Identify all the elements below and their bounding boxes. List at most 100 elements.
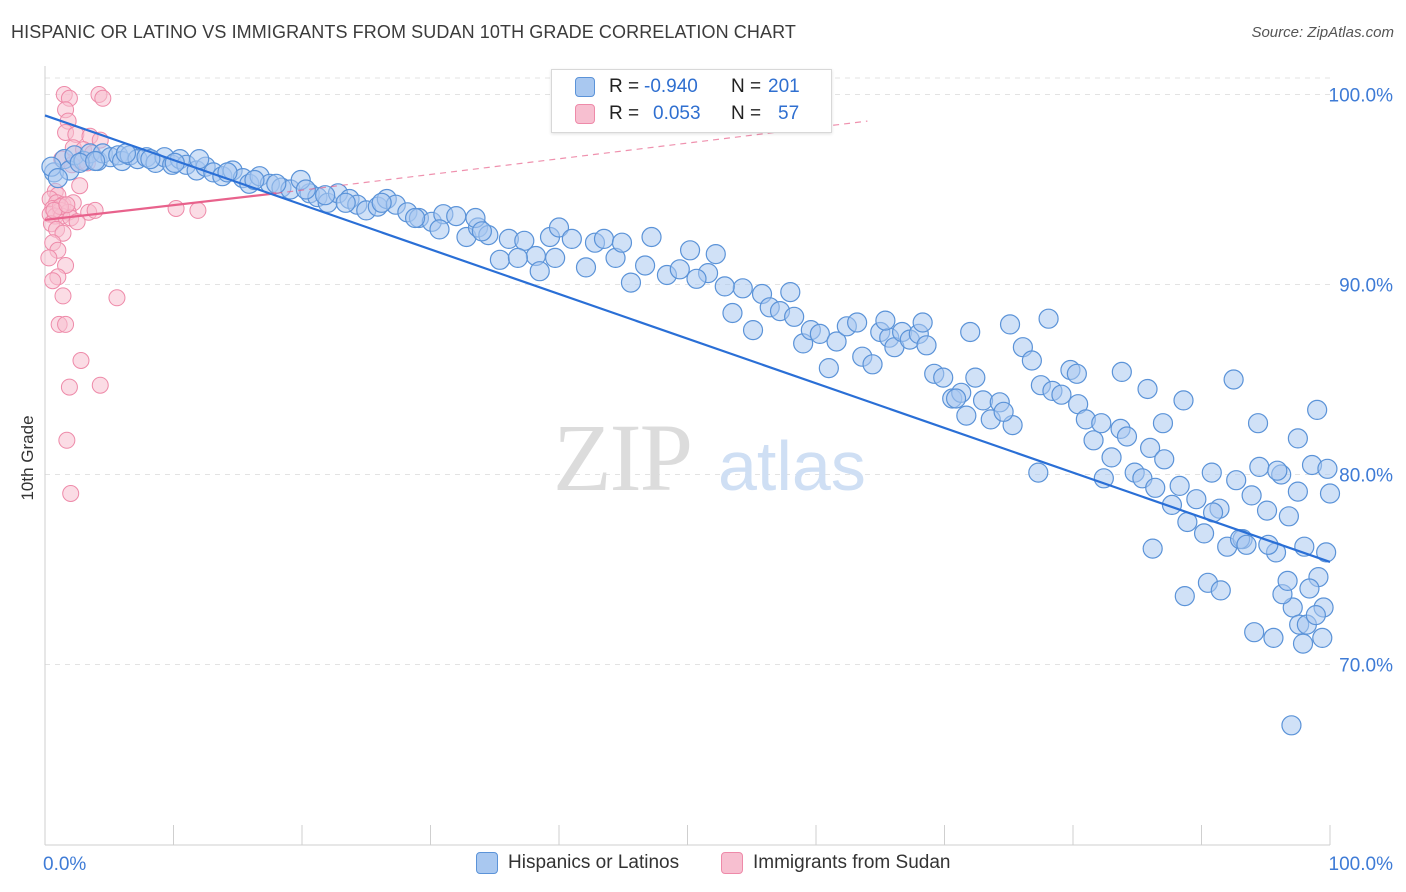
data-point-hispanic (826, 331, 847, 352)
data-point-sudan (62, 485, 80, 502)
data-point-hispanic (1307, 399, 1328, 420)
data-point-hispanic (784, 306, 805, 327)
data-point-hispanic (1278, 506, 1299, 527)
data-point-hispanic (956, 405, 977, 426)
data-point-hispanic (85, 150, 106, 172)
data-point-sudan (167, 200, 185, 217)
data-point-hispanic (1174, 585, 1195, 607)
data-point-hispanic (244, 169, 265, 191)
data-point-hispanic (634, 255, 656, 276)
data-point-hispanic (1210, 580, 1231, 601)
data-point-hispanic (620, 272, 642, 293)
data-point-hispanic (371, 192, 392, 213)
data-point-hispanic (1247, 413, 1269, 434)
data-point-hispanic (1111, 361, 1132, 382)
data-point-sudan (60, 378, 78, 396)
data-point-hispanic (705, 244, 726, 265)
data-point-sudan (68, 213, 86, 231)
data-point-hispanic (1038, 308, 1059, 329)
data-point-hispanic (315, 185, 336, 206)
r-value: -0.940 (644, 76, 698, 97)
trendline-sudan (44, 192, 277, 221)
data-point-hispanic (686, 268, 707, 289)
data-point-hispanic (1319, 483, 1341, 504)
legend-swatch-pink (721, 852, 743, 874)
data-point-hispanic (972, 390, 994, 411)
legend-swatch-blue (476, 852, 498, 874)
data-point-hispanic (1226, 470, 1247, 491)
data-point-hispanic (1299, 578, 1320, 599)
data-point-sudan (94, 89, 112, 107)
data-point-hispanic (1281, 715, 1302, 736)
data-point-hispanic (404, 207, 426, 229)
data-point-sudan (40, 249, 58, 267)
data-point-hispanic (965, 367, 986, 388)
stats-row-hispanics: R = -0.940 N = 201 (552, 74, 831, 100)
data-point-hispanic (47, 168, 68, 189)
data-point-hispanic (862, 354, 883, 375)
data-point-hispanic (1083, 430, 1104, 451)
stats-swatch-blue (575, 77, 595, 97)
n-value: 201 (768, 76, 800, 97)
data-point-hispanic (1201, 462, 1222, 483)
data-point-hispanic (1223, 369, 1244, 390)
data-point-hispanic (446, 206, 467, 227)
data-point-hispanic (1028, 462, 1049, 483)
data-point-sudan (44, 272, 62, 290)
chart-title: HISPANIC OR LATINO VS IMMIGRANTS FROM SU… (11, 22, 796, 42)
data-point-hispanic (679, 240, 701, 261)
data-point-hispanic (471, 221, 492, 242)
data-point-hispanic (266, 173, 287, 194)
x-tick-label: 100.0% (1329, 854, 1394, 875)
n-value: 57 (778, 103, 800, 124)
data-point-hispanic (1263, 627, 1284, 649)
data-point-sudan (189, 201, 207, 219)
data-point-hispanic (641, 226, 662, 248)
data-point-sudan (108, 289, 126, 307)
data-point-hispanic (1186, 489, 1207, 510)
data-point-hispanic (999, 314, 1021, 335)
data-point-sudan (58, 196, 76, 214)
data-point-hispanic (1152, 413, 1174, 434)
data-point-hispanic (1317, 458, 1338, 479)
data-point-hispanic (335, 192, 356, 213)
data-point-hispanic (669, 259, 690, 280)
data-point-hispanic (818, 358, 839, 379)
data-point-hispanic (1169, 475, 1190, 496)
data-point-hispanic (993, 401, 1014, 422)
data-point-hispanic (575, 257, 597, 278)
data-point-hispanic (1142, 538, 1163, 559)
y-axis-title: 10th Grade (18, 415, 37, 500)
tick-labels: 70.0% 80.0% 90.0% 100.0% 0.0% 100.0% (43, 86, 1393, 876)
data-point-hispanic (912, 312, 933, 333)
data-point-sudan (57, 315, 75, 333)
data-point-sudan (86, 201, 104, 219)
trendlines (44, 114, 1331, 563)
legend: Hispanics or Latinos Immigrants from Sud… (0, 852, 1406, 878)
stats-box: R = -0.940 N = 201 R = 0.053 N = 57 (551, 69, 832, 133)
data-point-hispanic (1173, 390, 1194, 411)
data-point-hispanic (611, 232, 633, 253)
data-point-hispanic (1305, 604, 1326, 626)
data-point-hispanic (1101, 447, 1122, 468)
data-point-hispanic (1139, 437, 1161, 458)
data-point-sudan (72, 352, 90, 369)
y-tick-label: 80.0% (1339, 466, 1393, 487)
legend-item-sudan[interactable]: Immigrants from Sudan (721, 852, 950, 874)
legend-item-hispanics[interactable]: Hispanics or Latinos (476, 852, 679, 874)
r-label: R = (609, 76, 640, 97)
data-point-hispanic (875, 310, 896, 331)
data-point-hispanic (1267, 460, 1288, 481)
data-point-hispanic (1091, 413, 1112, 434)
data-point-hispanic (1244, 622, 1265, 643)
data-point-hispanic (1287, 428, 1308, 449)
y-tick-label: 90.0% (1339, 276, 1393, 297)
data-point-hispanic (1116, 426, 1138, 447)
data-point-hispanic (1316, 542, 1337, 563)
data-point-hispanic (1249, 456, 1270, 477)
data-point-hispanic (295, 179, 316, 200)
data-point-sudan (54, 287, 72, 305)
data-point-hispanic (1277, 570, 1298, 592)
data-point-hispanic (1051, 384, 1072, 405)
data-point-hispanic (714, 276, 735, 297)
